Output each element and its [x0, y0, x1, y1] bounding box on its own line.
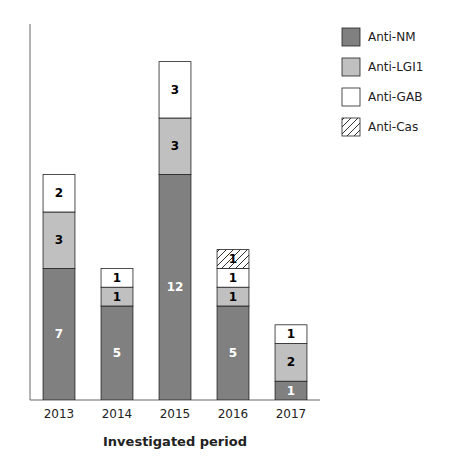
legend-label: Anti-NM [368, 30, 416, 44]
bar-segment [275, 344, 307, 382]
legend: Anti-NM Anti-LGI1 Anti-GAB Anti-Cas [342, 28, 423, 136]
legend-label: Anti-LGI1 [368, 60, 423, 74]
bar-segment [101, 268, 133, 269]
bar-segment [159, 174, 191, 400]
data-label: 5 [113, 346, 121, 360]
data-label: 2 [55, 186, 63, 200]
data-label: 3 [55, 233, 63, 247]
legend-label: Anti-GAB [368, 90, 422, 104]
x-tick-label: 2013 [44, 407, 75, 421]
data-labels: 73251112335111121 [55, 83, 295, 398]
bar-segment [275, 325, 307, 344]
bar-segment [101, 287, 133, 306]
chart-svg: 7325111233511112120132014201520162017Inv… [0, 0, 474, 474]
data-label: 1 [229, 252, 237, 266]
legend-label: Anti-Cas [368, 120, 418, 134]
data-label: 7 [55, 327, 63, 341]
y-axis-line [30, 24, 31, 400]
data-label: 2 [287, 355, 295, 369]
data-label: 5 [229, 346, 237, 360]
x-tick-label: 2014 [102, 407, 133, 421]
data-label: 1 [229, 271, 237, 285]
chart-container: 7325111233511112120132014201520162017Inv… [0, 0, 474, 474]
x-tick-label: 2015 [160, 407, 191, 421]
data-label: 3 [171, 139, 179, 153]
data-label: 12 [167, 280, 184, 294]
x-tick-label: 2016 [218, 407, 249, 421]
x-tick-label: 2017 [276, 407, 307, 421]
data-label: 1 [113, 271, 121, 285]
legend-swatch [342, 88, 360, 106]
data-label: 1 [287, 327, 295, 341]
bar-segment [217, 306, 249, 400]
legend-swatch [342, 28, 360, 46]
bar-segment [217, 250, 249, 269]
bar-segment [43, 212, 75, 268]
data-label: 1 [287, 384, 295, 398]
bar-segment [43, 174, 75, 175]
data-label: 1 [229, 290, 237, 304]
bar-segment [275, 381, 307, 400]
bar-segment [43, 268, 75, 400]
bar-segment [159, 118, 191, 174]
bar-segment [101, 268, 133, 287]
x-axis-label: Investigated period [103, 434, 247, 449]
bars [43, 62, 307, 400]
data-label: 3 [171, 83, 179, 97]
bar-segment [101, 306, 133, 400]
bar-segment [217, 268, 249, 287]
bar-segment [43, 174, 75, 212]
bar-segment [159, 62, 191, 118]
bar-segment [217, 287, 249, 306]
legend-swatch [342, 118, 360, 136]
data-label: 1 [113, 290, 121, 304]
bar-segment [159, 61, 191, 62]
bar-segment [275, 324, 307, 325]
legend-swatch [342, 58, 360, 76]
